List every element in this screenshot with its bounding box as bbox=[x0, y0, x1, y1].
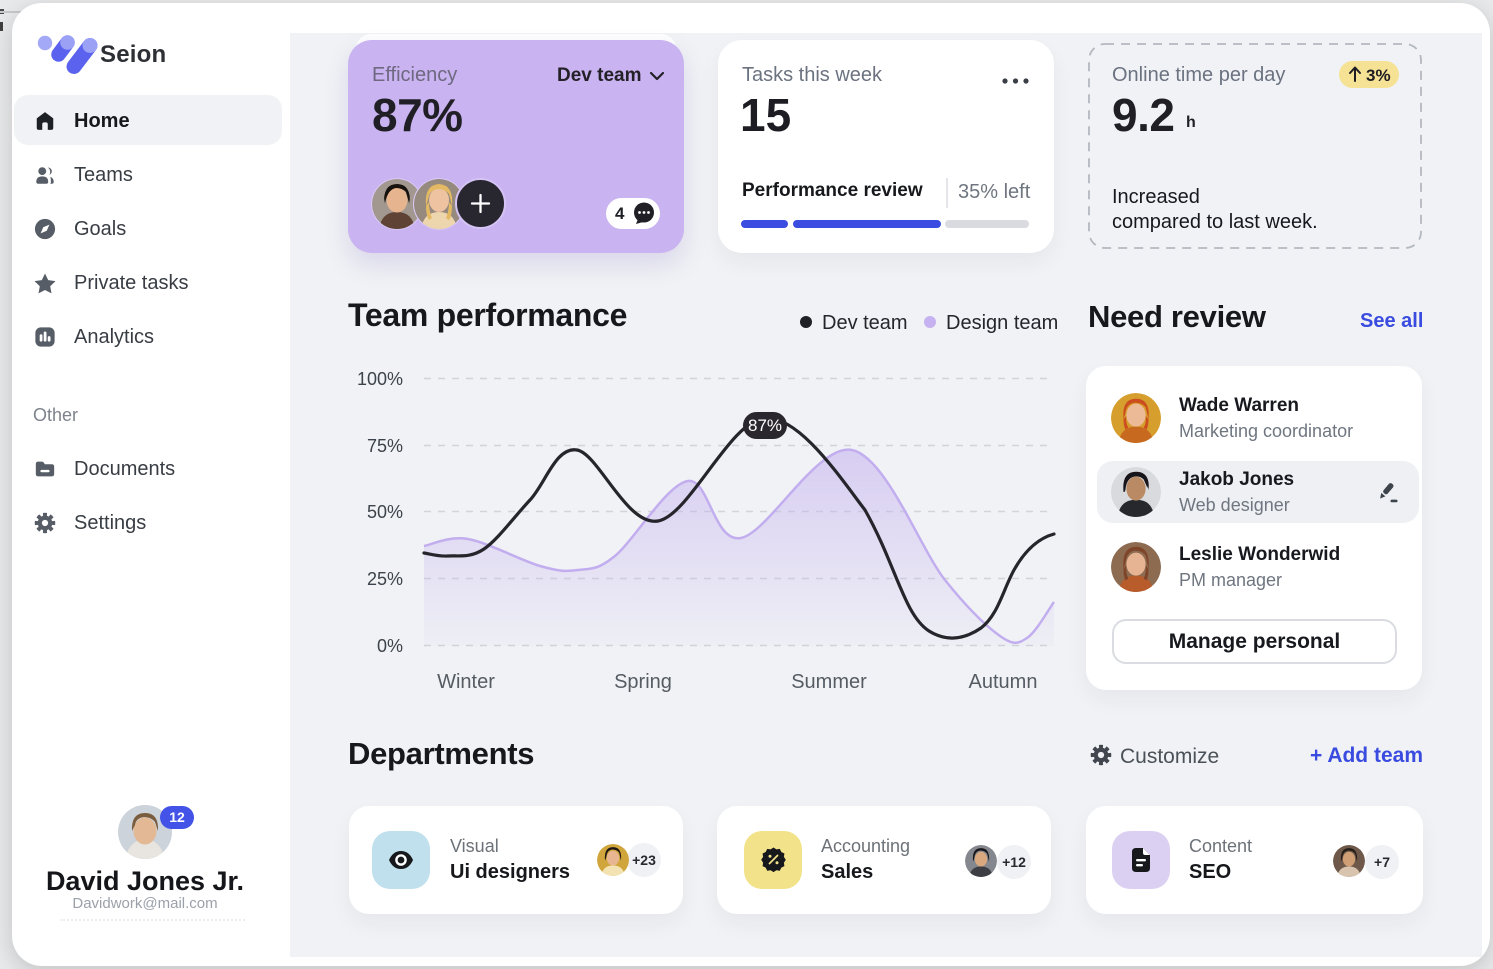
svg-text:87%: 87% bbox=[748, 416, 782, 435]
svg-text:Spring: Spring bbox=[614, 671, 672, 693]
svg-text:100%: 100% bbox=[357, 369, 403, 389]
svg-text:Autumn: Autumn bbox=[969, 671, 1038, 693]
svg-text:Summer: Summer bbox=[791, 671, 867, 693]
svg-text:25%: 25% bbox=[367, 569, 403, 589]
svg-text:75%: 75% bbox=[367, 436, 403, 456]
svg-text:50%: 50% bbox=[367, 502, 403, 522]
svg-text:0%: 0% bbox=[377, 636, 403, 656]
svg-text:Winter: Winter bbox=[437, 671, 495, 693]
